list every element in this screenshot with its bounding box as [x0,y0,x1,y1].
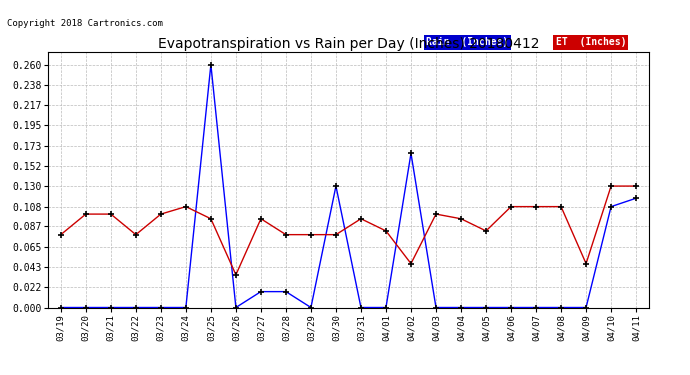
Title: Evapotranspiration vs Rain per Day (Inches) 20180412: Evapotranspiration vs Rain per Day (Inch… [158,38,539,51]
Text: Rain  (Inches): Rain (Inches) [426,38,509,47]
Text: ET  (Inches): ET (Inches) [555,38,626,47]
Text: Copyright 2018 Cartronics.com: Copyright 2018 Cartronics.com [7,19,163,28]
